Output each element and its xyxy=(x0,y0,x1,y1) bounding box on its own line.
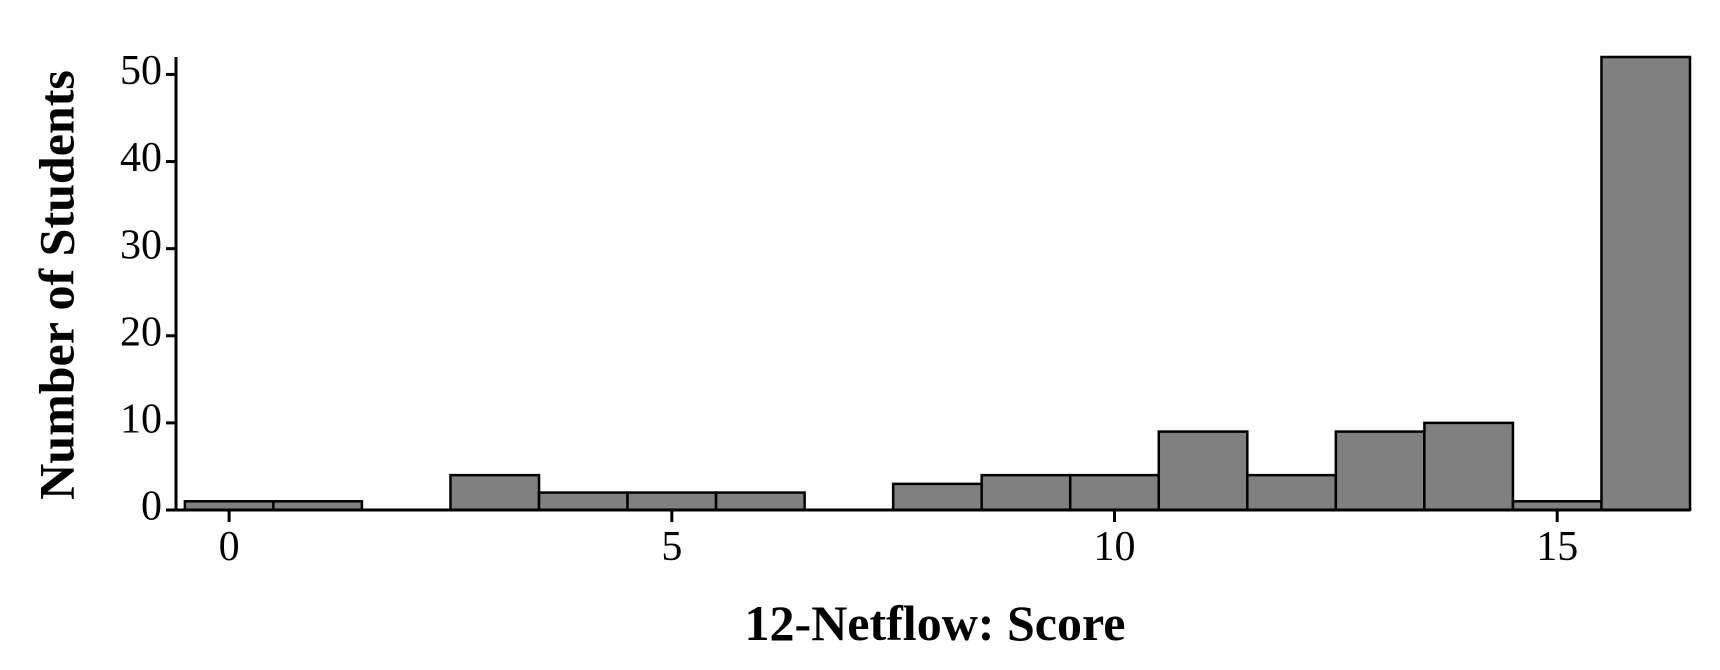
bar xyxy=(449,473,541,512)
x-tick-label: 10 xyxy=(1094,524,1136,570)
bar xyxy=(1334,430,1426,512)
x-axis-label: 12-Netflow: Score xyxy=(745,595,1126,651)
bar xyxy=(1423,421,1515,512)
y-tick-label: 40 xyxy=(120,135,162,181)
bar xyxy=(626,491,718,512)
bar xyxy=(1600,55,1692,512)
bar xyxy=(980,473,1072,512)
y-tick-label: 0 xyxy=(141,484,162,530)
x-tick-label: 0 xyxy=(219,524,240,570)
bar xyxy=(1068,473,1161,512)
x-tick-label: 15 xyxy=(1536,524,1578,570)
y-tick-label: 30 xyxy=(120,222,162,268)
y-tick-label: 20 xyxy=(120,309,162,355)
bar xyxy=(714,491,806,512)
y-axis-label: Number of Students xyxy=(28,70,84,500)
bar xyxy=(1246,473,1338,512)
y-tick-label: 50 xyxy=(120,48,162,94)
bar xyxy=(1157,430,1249,512)
x-tick-label: 5 xyxy=(661,524,682,570)
bar xyxy=(537,491,629,512)
bar xyxy=(891,482,983,512)
y-tick-label: 10 xyxy=(120,397,162,443)
